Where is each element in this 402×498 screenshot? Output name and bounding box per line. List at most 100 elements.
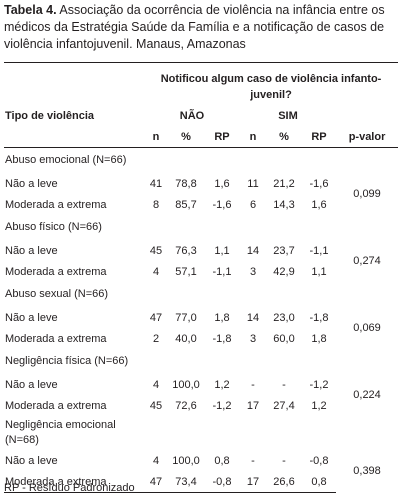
table-cell: -1,2 <box>212 399 232 412</box>
table-cell <box>336 349 398 374</box>
table-cell <box>336 215 398 240</box>
table-cell: -1,8 <box>309 311 329 324</box>
table-cell: n <box>144 126 168 148</box>
table-cell: Notificou algum caso de violência infant… <box>144 62 399 105</box>
table-cell <box>204 148 240 174</box>
table-cell: 85,7 <box>175 198 197 211</box>
table-cell: Moderada a extrema <box>5 399 107 412</box>
table-cell <box>302 148 336 174</box>
table-cell: 0,224 <box>353 389 381 401</box>
table-cell: 2 <box>152 332 160 345</box>
table-cell: 26,6 <box>266 471 302 493</box>
table-cell: 1,8 <box>214 311 230 324</box>
table-cell <box>266 416 302 450</box>
table-cell: -1,2 <box>309 378 329 391</box>
table-cell: Tipo de violência <box>5 109 95 122</box>
table-cell: Não a leve <box>5 454 58 467</box>
table-row: Moderada a extrema 45 72,6 -1,2 17 27,4 1,2 <box>4 395 398 416</box>
table-cell <box>144 148 168 174</box>
table-cell: 0,274 <box>353 255 381 267</box>
table-row: Moderada a extrema 2 40,0 -1,8 3 60,0 1,8 <box>4 328 398 349</box>
table-cell <box>266 282 302 307</box>
table-cell: 0,8 <box>302 471 336 493</box>
table-cell <box>144 416 168 450</box>
table-cell: -1,8 <box>212 332 232 345</box>
table-cell <box>168 416 204 450</box>
table-cell: 14,3 <box>273 198 295 211</box>
table-cell <box>168 282 204 307</box>
table-cell <box>144 282 168 307</box>
table-cell: 14 <box>246 244 260 257</box>
table-cell: 1,2 <box>311 399 327 412</box>
table-cell <box>302 416 336 450</box>
table-cell: Não a leve <box>5 177 58 190</box>
table-cell: NÃO <box>179 109 205 122</box>
table-cell: 72,6 <box>175 399 197 412</box>
table-row: Negligência emocional (N=68) <box>4 416 398 450</box>
table-cell: 42,9 <box>273 265 295 278</box>
table-cell <box>240 282 266 307</box>
table-cell: 41 <box>149 177 163 190</box>
table-cell: 3 <box>249 332 257 345</box>
table-cell: Moderada a extrema <box>5 332 107 345</box>
table-cell: 57,1 <box>175 265 197 278</box>
table-cell: Não a leve <box>5 378 58 391</box>
table-cell: 47 <box>144 471 168 493</box>
footnote: RP - Resíduo Padronizado <box>4 482 135 494</box>
table-row: Moderada a extrema 4 57,1 -1,1 3 42,9 1,1 <box>4 261 398 282</box>
table-cell: 6 <box>249 198 257 211</box>
table: Notificou algum caso de violência infant… <box>4 62 399 493</box>
table-cell: - <box>282 378 286 391</box>
table-cell: -1,1 <box>309 244 329 257</box>
table-cell: 76,3 <box>175 244 197 257</box>
table-cell: 4 <box>152 265 160 278</box>
table-cell <box>266 349 302 374</box>
table-cell: 45 <box>149 244 163 257</box>
table-row: Abuso físico (N=66) <box>4 215 398 240</box>
table-cell <box>336 282 398 307</box>
table-cell: 8 <box>152 198 160 211</box>
table-cell: -0,8 <box>309 454 329 467</box>
table-cell: % <box>266 126 302 148</box>
table-cell <box>168 215 204 240</box>
table-cell: RP <box>204 126 240 148</box>
table-cell: SIM <box>278 109 298 122</box>
table-cell <box>240 416 266 450</box>
table-row: n% RP n% RP p-valor <box>4 126 399 148</box>
table-cell <box>204 349 240 374</box>
table-cell <box>204 416 240 450</box>
table-row: Tipo de violência NÃO SIM <box>4 105 398 126</box>
table-cell: Abuso físico (N=66) <box>5 221 102 233</box>
table-cell: 23,7 <box>273 244 295 257</box>
table-cell: 0,099 <box>353 188 381 200</box>
table-cell <box>302 282 336 307</box>
table-cell <box>240 148 266 174</box>
table-title: Tabela 4. Associação da ocorrência de vi… <box>4 2 398 53</box>
table-cell: 23,0 <box>273 311 295 324</box>
table-cell: -0,8 <box>204 471 240 493</box>
table-row: Não a leve 47 77,0 1,8 14 23,0 -1,8 0,069 <box>4 307 398 335</box>
table-cell: 17 <box>240 471 266 493</box>
table-cell: Negligência emocional (N=68) <box>5 419 116 446</box>
table-row: Abuso emocional (N=66) <box>4 148 398 174</box>
table-cell: 40,0 <box>175 332 197 345</box>
table-cell: RP <box>302 126 336 148</box>
table-cell: 1,1 <box>311 265 327 278</box>
table-cell: p-valor <box>336 126 399 148</box>
table-cell <box>302 349 336 374</box>
table-cell: Não a leve <box>5 244 58 257</box>
table-cell: - <box>282 454 286 467</box>
table-row: Abuso sexual (N=66) <box>4 282 398 307</box>
table-cell: 77,0 <box>175 311 197 324</box>
table-cell: Abuso sexual (N=66) <box>5 288 109 300</box>
table-cell: 78,8 <box>175 177 197 190</box>
table-cell: Abuso emocional (N=66) <box>5 154 127 166</box>
table-cell: 0,8 <box>214 454 230 467</box>
table-cell <box>168 148 204 174</box>
table-cell <box>336 416 398 450</box>
table-cell: 4 <box>152 454 160 467</box>
table-cell: 45 <box>149 399 163 412</box>
table-cell: 0,069 <box>353 322 381 334</box>
table-cell: -1,6 <box>309 177 329 190</box>
